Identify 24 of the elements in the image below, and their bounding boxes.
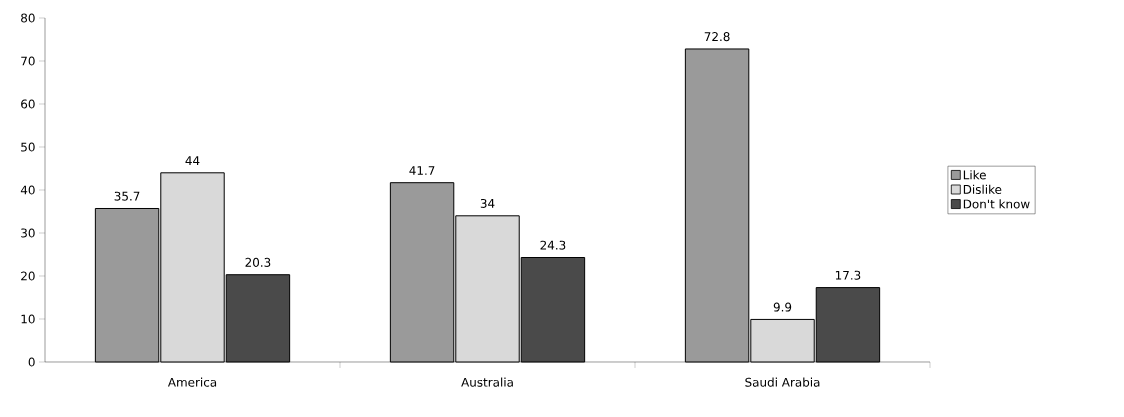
- data-label: 9.9: [773, 302, 792, 312]
- x-tick-label: America: [167, 377, 217, 387]
- data-label: 34: [480, 198, 495, 208]
- data-label: 41.7: [409, 166, 435, 175]
- data-label: 44: [185, 156, 200, 165]
- data-label: 35.7: [114, 191, 140, 201]
- data-label: 24.3: [540, 240, 566, 250]
- x-tick-label: Australia: [461, 377, 513, 387]
- y-tick-label: 70: [21, 56, 35, 66]
- y-tick-label: 60: [21, 99, 35, 109]
- legend-label: Like: [963, 170, 986, 180]
- data-label: 20.3: [245, 257, 271, 267]
- y-tick-label: 10: [21, 314, 35, 324]
- y-tick-label: 50: [21, 142, 35, 152]
- data-label: 72.8: [704, 32, 730, 42]
- y-tick-label: 30: [21, 228, 35, 238]
- y-tick-label: 80: [21, 13, 35, 23]
- legend-label: Dislike: [963, 184, 1002, 194]
- data-label: 17.3: [835, 270, 861, 280]
- y-tick-label: 0: [28, 357, 35, 367]
- legend-label: Don't know: [963, 199, 1030, 209]
- x-tick-label: Saudi Arabia: [745, 377, 820, 387]
- y-tick-label: 40: [20, 185, 35, 195]
- y-tick-label: 20: [21, 271, 35, 281]
